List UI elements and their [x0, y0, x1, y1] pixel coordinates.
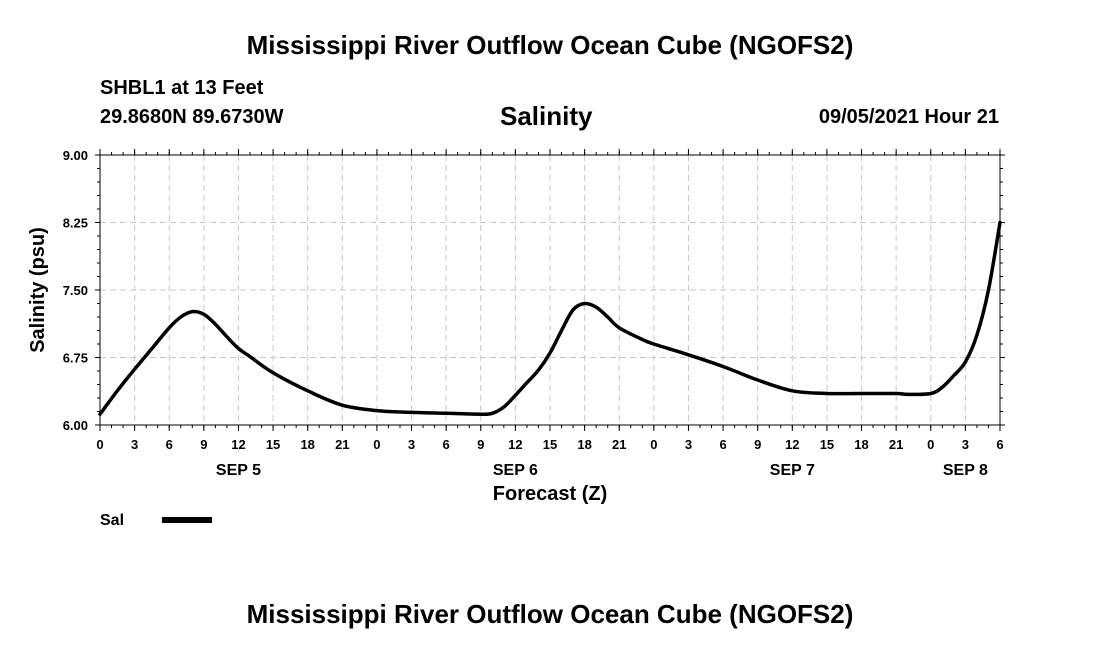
- x-tick-label: 15: [820, 437, 834, 452]
- ticks-layer: 6.00 6.75 7.50 8.25 9.00 0 3 6 9 12 15 18 21 0 3 6 9 12 15…: [63, 148, 1005, 479]
- y-tick-label: 9.00: [63, 148, 88, 163]
- y-axis-label: Salinity (psu): [27, 227, 49, 353]
- footer-title: Mississippi River Outflow Ocean Cube (NG…: [246, 599, 854, 629]
- legend: Sal: [100, 512, 212, 529]
- x-tick-label: 6: [443, 437, 450, 452]
- x-tick-label: 0: [96, 437, 103, 452]
- day-label: SEP 5: [216, 462, 261, 479]
- x-tick-label: 6: [166, 437, 173, 452]
- x-tick-label: 12: [508, 437, 522, 452]
- x-tick-label: 0: [650, 437, 657, 452]
- x-tick-label: 0: [927, 437, 934, 452]
- coordinates-label: 29.8680N 89.6730W: [100, 106, 284, 128]
- x-tick-label: 0: [373, 437, 380, 452]
- x-tick-label: 15: [266, 437, 280, 452]
- series-layer: [98, 220, 1002, 416]
- x-tick-label: 9: [477, 437, 484, 452]
- x-tick-label: 18: [854, 437, 868, 452]
- series-line-sal: [98, 220, 1002, 416]
- x-axis-label: Forecast (Z): [493, 483, 607, 505]
- x-tick-label: 12: [785, 437, 799, 452]
- x-tick-label: 3: [962, 437, 969, 452]
- y-tick-label: 6.00: [63, 418, 88, 433]
- x-tick-label: 3: [408, 437, 415, 452]
- x-tick-label: 6: [719, 437, 726, 452]
- day-label: SEP 8: [943, 462, 988, 479]
- x-tick-label: 9: [754, 437, 761, 452]
- x-tick-label: 3: [131, 437, 138, 452]
- x-tick-label: 21: [612, 437, 626, 452]
- day-label: SEP 6: [493, 462, 538, 479]
- x-tick-label: 6: [996, 437, 1003, 452]
- main-title: Mississippi River Outflow Ocean Cube (NG…: [246, 30, 854, 60]
- x-tick-label: 21: [889, 437, 903, 452]
- x-tick-label: 3: [685, 437, 692, 452]
- x-tick-label: 21: [335, 437, 349, 452]
- y-tick-label: 7.50: [63, 283, 88, 298]
- station-label: SHBL1 at 13 Feet: [100, 77, 264, 99]
- x-tick-label: 18: [300, 437, 314, 452]
- day-label: SEP 7: [770, 462, 815, 479]
- legend-label: Sal: [100, 512, 124, 529]
- variable-title: Salinity: [500, 101, 593, 131]
- x-tick-label: 9: [200, 437, 207, 452]
- y-tick-label: 8.25: [63, 216, 88, 231]
- datetime-label: 09/05/2021 Hour 21: [818, 106, 999, 128]
- y-tick-label: 6.75: [63, 351, 88, 366]
- x-tick-label: 12: [231, 437, 245, 452]
- grid-layer: [99, 154, 1001, 426]
- x-tick-label: 15: [543, 437, 557, 452]
- x-tick-label: 18: [577, 437, 591, 452]
